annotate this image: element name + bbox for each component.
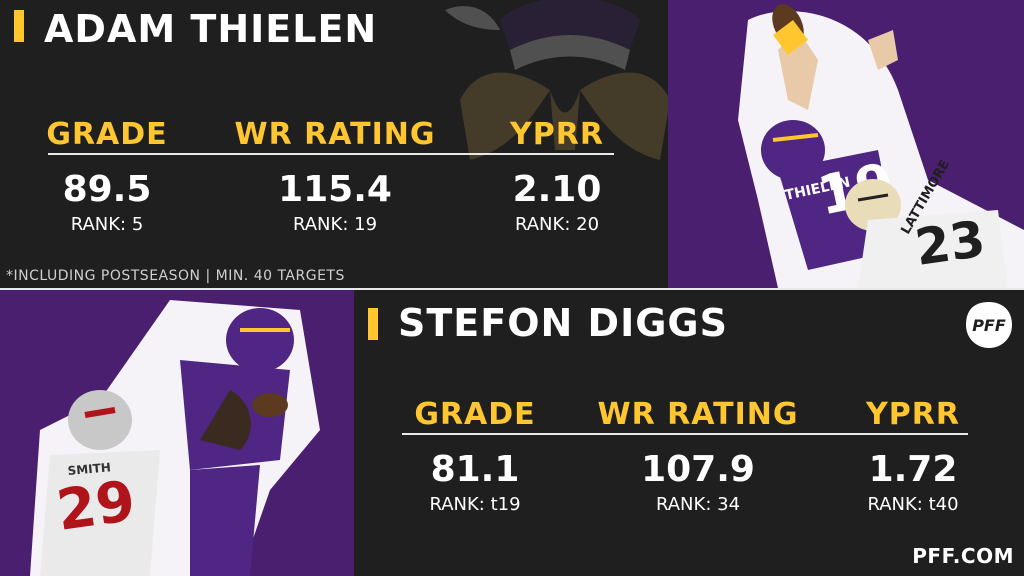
defender-number: 23	[912, 210, 989, 277]
defender-number: 29	[53, 469, 139, 544]
stat-value: 107.9	[641, 449, 755, 490]
stat-wr-rating: WR RATING 107.9 RANK: 34	[582, 400, 814, 514]
stat-rank: RANK: 19	[292, 214, 378, 235]
stat-rank: RANK: 34	[655, 494, 741, 515]
stat-value: 89.5	[62, 169, 152, 210]
vikings-logo-icon	[445, 0, 668, 160]
title-accent-bar	[14, 10, 24, 42]
stat-grade: GRADE 89.5 RANK: 5	[32, 120, 182, 234]
stat-label: GRADE	[46, 117, 168, 152]
stat-label: YPRR	[510, 117, 604, 152]
stat-label: WR RATING	[597, 397, 799, 432]
player-name-diggs: STEFON DIGGS	[398, 301, 728, 345]
stat-value: 1.72	[868, 449, 958, 490]
stat-grade: GRADE 81.1 RANK: t19	[400, 400, 550, 514]
player-name-thielen: ADAM THIELEN	[44, 7, 378, 51]
stat-label: YPRR	[866, 397, 960, 432]
stat-yprr: YPRR 2.10 RANK: 20	[490, 120, 624, 234]
stat-label: WR RATING	[234, 117, 436, 152]
stat-divider	[402, 433, 968, 435]
thielen-catch-illustration: 19 THIELEN 23 LATTIMORE	[738, 4, 1024, 288]
defender-name: SMITH	[67, 460, 111, 478]
stat-label: GRADE	[414, 397, 536, 432]
stat-rank: RANK: 20	[514, 214, 600, 235]
pff-logo-text: PFF	[972, 316, 1006, 335]
thielen-photo: 19 THIELEN 23 LATTIMORE	[668, 0, 1024, 288]
stat-value: 115.4	[278, 169, 392, 210]
stat-divider	[48, 153, 614, 155]
pff-shield-icon: PFF	[966, 302, 1012, 348]
site-url: PFF.COM	[912, 544, 1014, 568]
stat-rank: RANK: t40	[867, 494, 959, 515]
footnote: *INCLUDING POSTSEASON | MIN. 40 TARGETS	[6, 268, 345, 284]
title-accent-bar	[368, 308, 378, 340]
diggs-stat-panel: STEFON DIGGS PFF GRADE 81.1 RANK: t19 WR…	[354, 290, 1024, 576]
stat-value: 2.10	[512, 169, 602, 210]
stat-wr-rating: WR RATING 115.4 RANK: 19	[222, 120, 448, 234]
section-divider	[0, 288, 1024, 290]
stat-rank: RANK: 5	[70, 214, 144, 235]
stat-rank: RANK: t19	[429, 494, 521, 515]
stat-yprr: YPRR 1.72 RANK: t40	[850, 400, 976, 514]
diggs-run-illustration: 29 SMITH	[30, 300, 320, 576]
thielen-stat-panel: ADAM THIELEN GRADE 89.5 RANK: 5 WR RATIN…	[0, 0, 668, 288]
diggs-photo: 29 SMITH	[0, 290, 354, 576]
stat-value: 81.1	[430, 449, 520, 490]
